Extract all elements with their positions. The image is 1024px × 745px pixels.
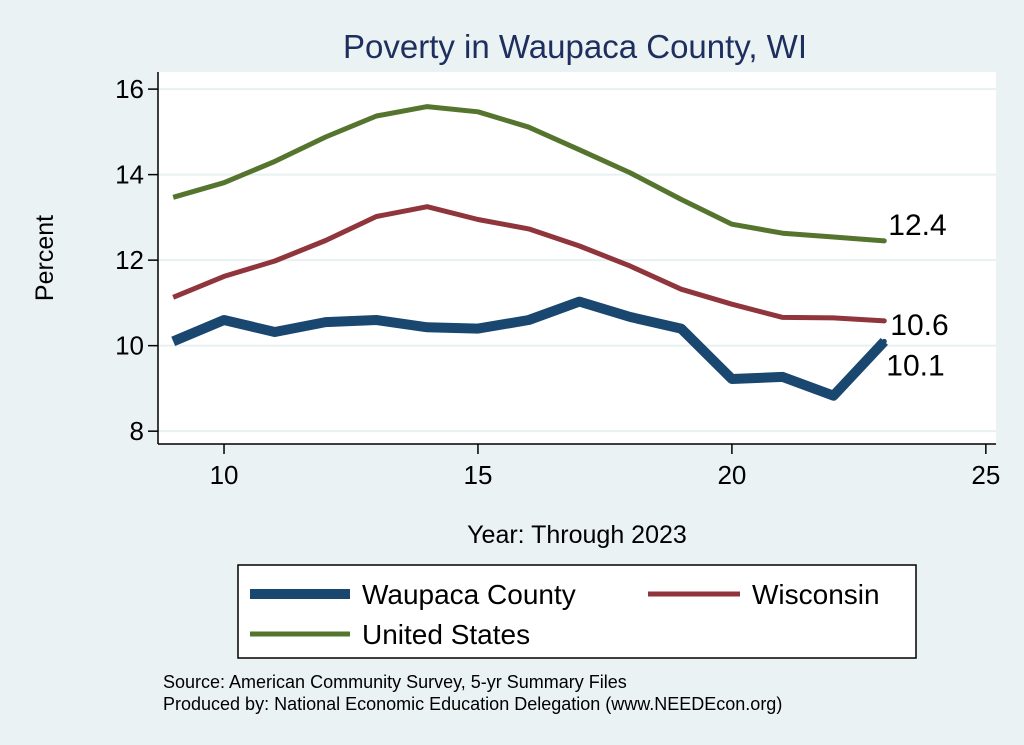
end-point-marker [881, 238, 887, 244]
y-tick-label: 16 [115, 74, 144, 104]
y-axis-title: Percent [31, 215, 59, 301]
end-point-marker [881, 338, 887, 344]
x-tick-label: 15 [464, 460, 493, 490]
legend: Waupaca County Wisconsin United States [237, 564, 917, 659]
end-labels: 10.1 10.6 12.4 [881, 209, 949, 382]
y-tick-label: 8 [130, 416, 144, 446]
end-label-waupaca-county: 10.1 [886, 349, 944, 382]
x-tick-label: 10 [210, 460, 239, 490]
legend-box [237, 564, 917, 659]
x-tick-label: 20 [717, 460, 746, 490]
series-lines [171, 104, 888, 401]
grid-lines [158, 88, 996, 433]
y-tick-label: 14 [115, 160, 144, 190]
legend-label-waupaca-county: Waupaca County [362, 579, 576, 610]
plot-area [158, 72, 996, 444]
x-axis-title: Year: Through 2023 [467, 521, 687, 549]
y-tick-label: 10 [115, 331, 144, 361]
legend-label-united-states: United States [362, 619, 530, 650]
y-tick-label: 12 [115, 245, 144, 275]
axes: 8 10 12 14 16 10 15 20 25 [115, 72, 1000, 490]
end-point-marker [881, 318, 887, 324]
chart-title: Poverty in Waupaca County, WI [343, 28, 807, 65]
series-line-united-states [172, 104, 885, 244]
x-tick-label: 25 [971, 460, 1000, 490]
series-line-wisconsin [172, 204, 885, 324]
producer-note: Produced by: National Economic Education… [163, 694, 782, 714]
end-label-united-states: 12.4 [888, 209, 946, 242]
end-label-wisconsin: 10.6 [890, 309, 948, 342]
source-note: Source: American Community Survey, 5-yr … [163, 672, 627, 692]
series-line-waupaca-county [171, 296, 888, 401]
legend-label-wisconsin: Wisconsin [752, 579, 880, 610]
